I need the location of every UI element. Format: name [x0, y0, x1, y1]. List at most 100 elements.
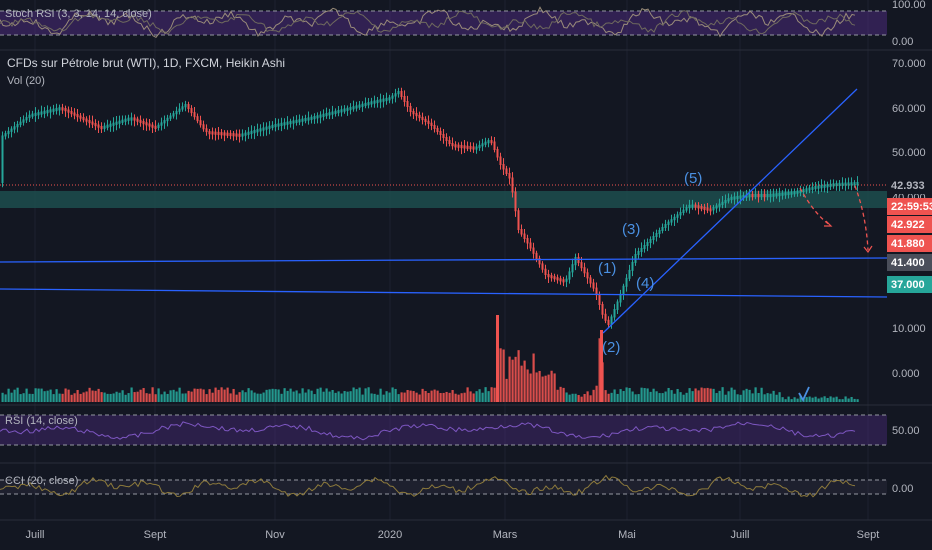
candle-body: [400, 91, 403, 97]
volume-bar: [118, 392, 121, 402]
horizontal-trendline-upper[interactable]: [0, 257, 888, 263]
volume-bar: [178, 387, 181, 402]
candle-body: [388, 97, 391, 101]
volume-bar: [631, 391, 634, 402]
volume-bar: [454, 393, 457, 402]
volume-bar: [724, 394, 727, 402]
volume-bar: [715, 393, 718, 402]
candle-body: [541, 263, 544, 270]
price-tag-bg[interactable]: [887, 276, 932, 293]
drawing-lines[interactable]: [0, 88, 888, 402]
volume-bar: [763, 394, 766, 402]
volume-bar: [58, 393, 61, 402]
volume-bar: [172, 389, 175, 402]
candle-body: [628, 269, 631, 279]
rsi-label[interactable]: RSI (14, close): [5, 415, 78, 427]
volume-bar: [436, 390, 439, 402]
volume-bar: [418, 394, 421, 402]
volume-bar: [613, 389, 616, 402]
volume-bar: [673, 393, 676, 402]
volume-bar: [622, 391, 625, 402]
price-tag-label[interactable]: 22:59:53: [891, 201, 932, 213]
price-tag-bg[interactable]: [887, 198, 932, 215]
price-tag-bg[interactable]: [887, 235, 932, 252]
arrow-head: [863, 245, 873, 254]
volume-bar: [439, 393, 442, 402]
price-tag-label[interactable]: 42.922: [891, 219, 925, 231]
candle-body: [262, 127, 265, 131]
price-tag-label[interactable]: 41.880: [891, 238, 925, 250]
candle-body: [760, 194, 763, 198]
volume-bar: [505, 378, 508, 402]
candle-body: [94, 123, 97, 127]
volume-bar: [22, 393, 25, 402]
volume-bar: [313, 394, 316, 402]
candle-body: [199, 120, 202, 126]
oscillator-lines: [0, 6, 856, 498]
volume-bar: [445, 391, 448, 402]
candle-body: [70, 111, 73, 115]
candle-body: [709, 208, 712, 212]
projection-arrow-long[interactable]: [854, 185, 869, 251]
stoch-tick-label: 100.00: [892, 0, 926, 11]
volume-bar: [490, 387, 493, 402]
stoch-rsi-label[interactable]: Stoch RSI (3, 3, 14, 14, close): [5, 8, 152, 20]
volume-bar: [598, 338, 601, 402]
volume-bar: [520, 365, 523, 402]
volume-bar: [739, 394, 742, 402]
horizontal-trendline-lower[interactable]: [0, 288, 888, 298]
volume-bar: [394, 388, 397, 402]
price-tag-bg[interactable]: [887, 177, 932, 194]
wave-label-2: (2): [602, 339, 620, 356]
volume-bar: [571, 393, 574, 402]
price-tag-label[interactable]: 37.000: [891, 279, 925, 291]
candle-body: [397, 91, 400, 95]
candle-body: [643, 245, 646, 249]
time-axis[interactable]: Juill Sept Nov 2020 Mars Mai Juill Sept: [26, 529, 880, 541]
volume-bar: [793, 397, 796, 402]
candle-body: [616, 301, 619, 310]
volume-bar: [550, 370, 553, 402]
volume-bar: [400, 392, 403, 402]
volume-bar: [265, 389, 268, 402]
volume-bar: [676, 388, 679, 402]
volume-bar: [199, 388, 202, 402]
volume-bar: [91, 390, 94, 402]
candle-body: [373, 100, 376, 104]
volume-bar: [553, 373, 556, 402]
candle-body: [406, 101, 409, 107]
volume-bar: [643, 388, 646, 402]
volume-bar: [331, 389, 334, 402]
candle-body: [646, 242, 649, 246]
candle-body: [481, 143, 484, 147]
price-tag-bg[interactable]: [887, 254, 932, 271]
volume-bar: [832, 397, 835, 402]
volume-bar: [148, 393, 151, 402]
price-tag-label[interactable]: 42.933: [891, 180, 925, 192]
rising-trendline[interactable]: [602, 88, 858, 334]
price-tag-label[interactable]: 41.400: [891, 257, 925, 269]
price-tag-bg[interactable]: [887, 216, 932, 233]
cci-label[interactable]: CCI (20, close): [5, 475, 79, 487]
candle-body: [271, 124, 274, 129]
candle-body: [226, 132, 229, 136]
volume-label[interactable]: Vol (20): [7, 75, 45, 87]
volume-bar: [559, 386, 562, 402]
price-axis[interactable]: 70.00060.00050.00040.00010.0000.000100.0…: [887, 0, 932, 495]
time-tick-label: Juill: [731, 529, 750, 541]
volume-bar: [805, 397, 808, 402]
volume-bar: [493, 387, 496, 402]
volume-bar: [430, 390, 433, 402]
main-series-label[interactable]: CFDs sur Pétrole brut (WTI), 1D, FXCM, H…: [7, 56, 286, 70]
volume-bar: [208, 389, 211, 402]
candle-body: [655, 233, 658, 237]
stoch-d-line: [0, 10, 856, 35]
volume-bar: [205, 394, 208, 402]
volume-bar: [100, 392, 103, 402]
volume-bar: [361, 394, 364, 402]
candle-body: [757, 194, 760, 198]
candle-body: [274, 124, 277, 128]
price-tick-label: 10.000: [892, 323, 926, 335]
candle-body: [346, 107, 349, 111]
